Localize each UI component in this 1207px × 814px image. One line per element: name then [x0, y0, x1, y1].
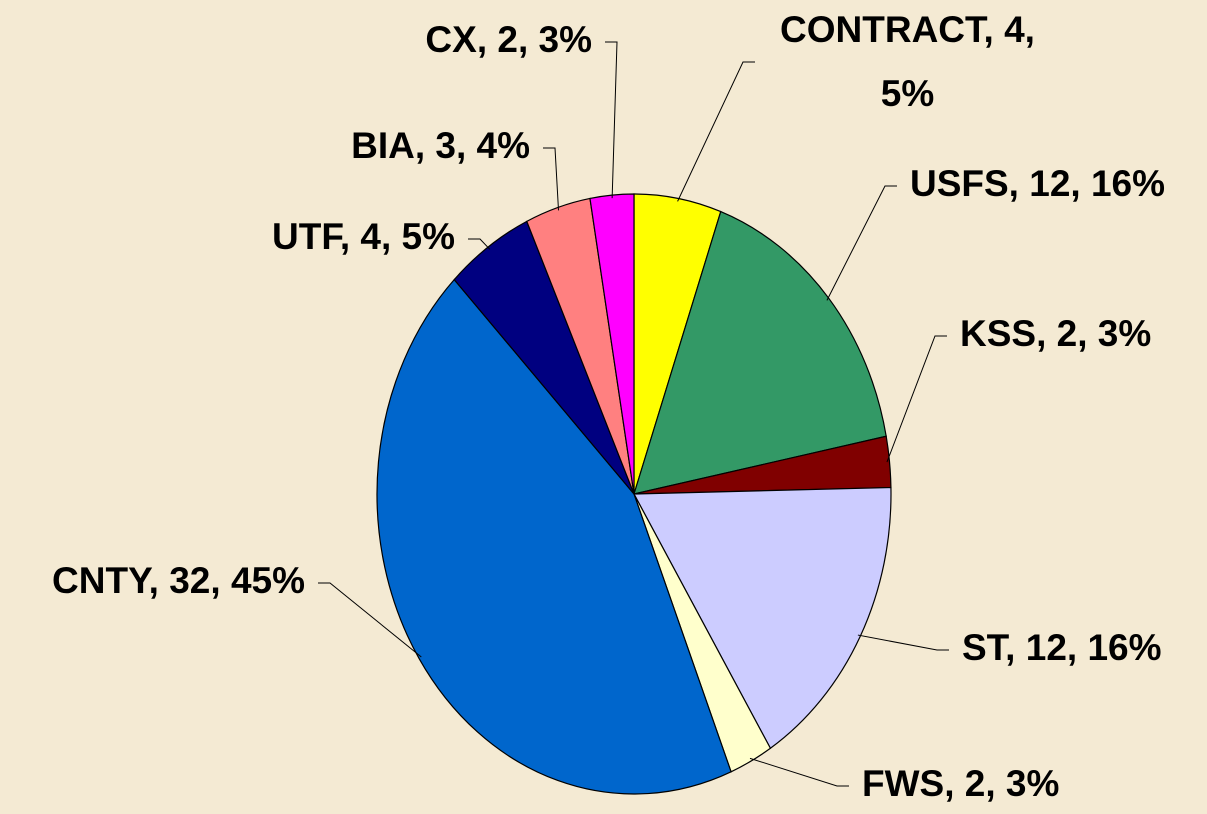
leader-line	[857, 634, 949, 651]
leader-line	[605, 41, 618, 199]
data-label: FWS, 2, 3%	[862, 763, 1059, 804]
data-label: KSS, 2, 3%	[960, 313, 1151, 354]
leader-line	[543, 147, 560, 211]
data-label: CONTRACT, 4, 5%	[780, 9, 1035, 114]
leader-line	[826, 185, 897, 301]
data-label: ST, 12, 16%	[962, 627, 1162, 668]
data-label: USFS, 12, 16%	[910, 163, 1165, 204]
data-label: CNTY, 32, 45%	[52, 560, 305, 601]
pie-slice	[633, 210, 887, 495]
leader-line	[318, 582, 422, 658]
leader-line	[749, 757, 849, 787]
leader-line	[886, 335, 947, 463]
data-label: CX, 2, 3%	[425, 19, 592, 60]
pie-slice	[376, 278, 732, 795]
leader-line	[677, 61, 755, 202]
data-label: BIA, 3, 4%	[351, 125, 530, 166]
leader-line	[468, 238, 491, 250]
data-label: UTF, 4, 5%	[272, 216, 455, 257]
pie-slice	[633, 486, 892, 750]
